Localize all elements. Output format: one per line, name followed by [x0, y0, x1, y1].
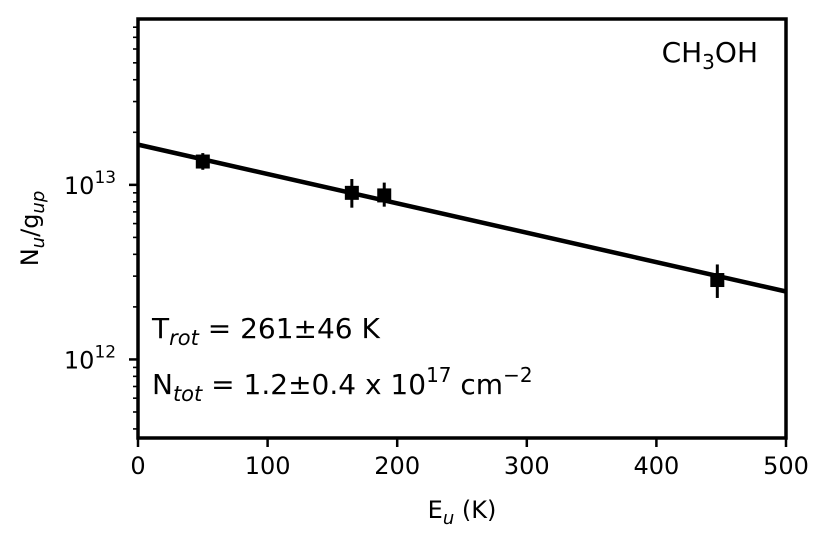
- y-axis-label: Nu/gup: [16, 191, 49, 267]
- x-tick-label: 200: [374, 452, 420, 480]
- ntot-annotation: Ntot = 1.2±0.4 x 1017 cm−2: [152, 363, 533, 406]
- x-tick-label: 400: [633, 452, 679, 480]
- data-point: [344, 185, 359, 200]
- data-point: [710, 273, 725, 288]
- x-tick-label: 0: [130, 452, 145, 480]
- x-tick-label: 300: [504, 452, 550, 480]
- x-tick-label: 500: [763, 452, 809, 480]
- data-point: [195, 154, 210, 169]
- data-point: [377, 188, 392, 203]
- trot-annotation: Trot = 261±46 K: [151, 312, 381, 350]
- plot-frame: [136, 17, 788, 440]
- x-tick-label: 100: [245, 452, 291, 480]
- y-tick-label: 1012: [64, 342, 116, 374]
- molecule-label: CH3OH: [662, 36, 758, 74]
- x-axis-label: Eu (K): [428, 496, 497, 529]
- y-tick-label: 1013: [64, 168, 116, 200]
- fit-line: [137, 142, 787, 294]
